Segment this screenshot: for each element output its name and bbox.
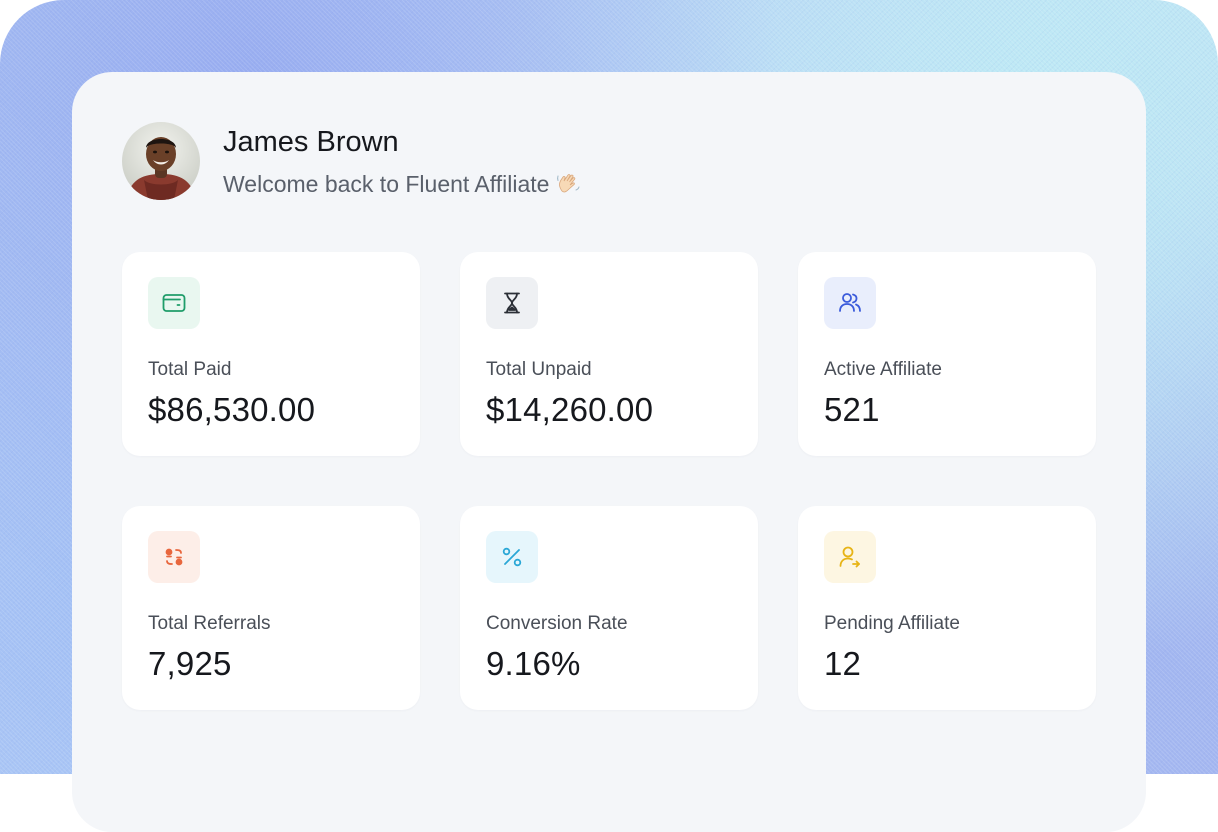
percent-icon xyxy=(486,531,538,583)
referrals-icon xyxy=(148,531,200,583)
hourglass-icon xyxy=(486,277,538,329)
waving-hand-icon xyxy=(555,171,581,197)
welcome-line: Welcome back to Fluent Affiliate xyxy=(223,170,581,198)
stats-grid: Total Paid $86,530.00 Total Unpaid $14,2… xyxy=(122,252,1096,710)
profile-header: James Brown Welcome back to Fluent Affil… xyxy=(122,122,581,200)
user-name: James Brown xyxy=(223,126,399,158)
stat-card-pending-affiliate[interactable]: Pending Affiliate 12 xyxy=(798,506,1096,710)
stat-label: Total Paid xyxy=(148,359,232,380)
stat-label: Active Affiliate xyxy=(824,359,942,380)
dashboard-panel: James Brown Welcome back to Fluent Affil… xyxy=(72,72,1146,832)
stat-value: 9.16% xyxy=(486,645,581,682)
stat-label: Total Referrals xyxy=(148,613,271,634)
stat-label: Total Unpaid xyxy=(486,359,592,380)
stat-value: $14,260.00 xyxy=(486,391,654,428)
wallet-icon xyxy=(148,277,200,329)
profile-text: James Brown Welcome back to Fluent Affil… xyxy=(223,124,581,198)
stat-value: $86,530.00 xyxy=(148,391,316,428)
stat-value: 12 xyxy=(824,645,862,682)
stat-value: 7,925 xyxy=(148,645,232,682)
stat-label: Conversion Rate xyxy=(486,613,628,634)
stat-card-total-referrals[interactable]: Total Referrals 7,925 xyxy=(122,506,420,710)
stat-label: Pending Affiliate xyxy=(824,613,960,634)
stat-card-conversion-rate[interactable]: Conversion Rate 9.16% xyxy=(460,506,758,710)
welcome-message: Welcome back to Fluent Affiliate xyxy=(223,171,550,197)
stat-card-total-paid[interactable]: Total Paid $86,530.00 xyxy=(122,252,420,456)
avatar[interactable] xyxy=(122,122,200,200)
stat-card-active-affiliate[interactable]: Active Affiliate 521 xyxy=(798,252,1096,456)
user-pending-icon xyxy=(824,531,876,583)
stat-card-total-unpaid[interactable]: Total Unpaid $14,260.00 xyxy=(460,252,758,456)
stat-value: 521 xyxy=(824,391,880,428)
users-icon xyxy=(824,277,876,329)
avatar-photo xyxy=(122,122,200,200)
